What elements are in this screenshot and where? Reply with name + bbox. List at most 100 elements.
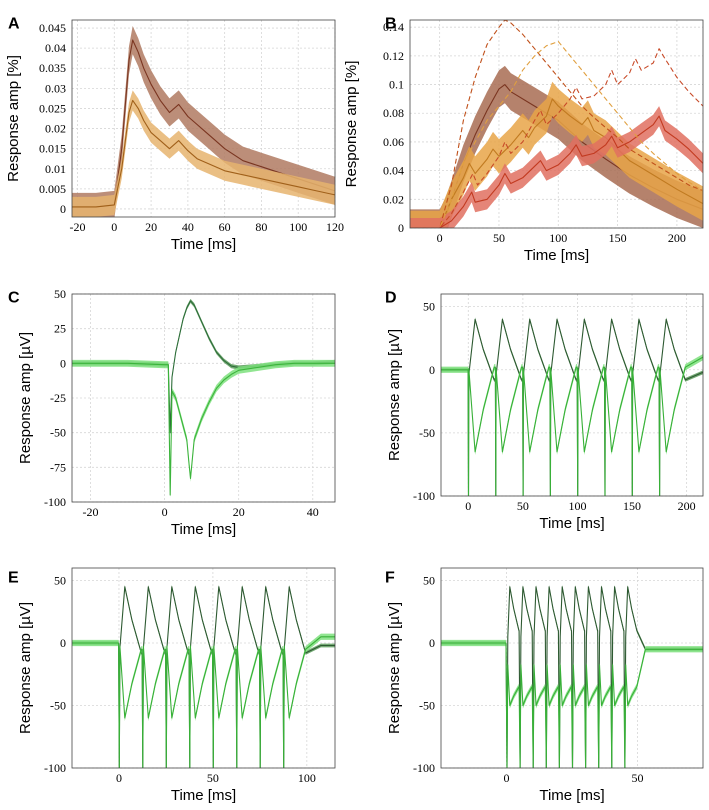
y-tick-label: 0 (429, 636, 435, 650)
plot-area (410, 20, 703, 228)
y-tick-label: 0 (398, 221, 404, 235)
series-line-dark-green (441, 586, 703, 768)
y-tick-label: 0.035 (39, 61, 66, 75)
series-band-dark-green (441, 584, 703, 768)
panel-label: D (385, 289, 397, 306)
y-tick-label: -100 (413, 489, 435, 503)
x-tick-label: 120 (326, 220, 344, 234)
y-tick-label: 0.1 (389, 78, 404, 92)
x-axis-label: Time [ms] (524, 247, 589, 264)
y-tick-label: 0 (60, 202, 66, 216)
x-tick-label: 50 (207, 771, 219, 785)
plot-frame (71, 19, 336, 218)
y-tick-label: 50 (423, 574, 435, 588)
y-axis-label: Response amp [µV] (17, 332, 34, 464)
x-tick-label: 20 (145, 220, 157, 234)
series-line-red-dashed (410, 48, 703, 228)
panel-A: A -20 0 20 40 60 80 100 120 0 0.005 0.01 0.015 0.02 0.… (5, 15, 344, 253)
y-tick-label: -100 (413, 761, 435, 775)
x-tick-label: 200 (678, 499, 696, 513)
series-line-brown-dashed (410, 20, 703, 228)
y-tick-label: 0.025 (39, 101, 66, 115)
series-line-light-green (72, 362, 335, 496)
y-tick-label: 0.02 (383, 192, 404, 206)
x-tick-label: 0 (437, 231, 443, 245)
x-tick-label: 0 (111, 220, 117, 234)
plot-frame (409, 19, 704, 229)
x-axis-label: Time [ms] (171, 521, 236, 538)
x-tick-label: 0 (116, 771, 122, 785)
y-tick-label: 50 (54, 287, 66, 301)
y-tick-label: -50 (50, 699, 66, 713)
y-tick-label: -50 (50, 426, 66, 440)
x-tick-label: 80 (255, 220, 267, 234)
panel-B: B 0 50 100 150 200 0 0.02 0.04 0.06 0.08 0.1 0.12 0.1… (343, 15, 704, 264)
y-tick-label: 0 (60, 356, 66, 370)
series-band-light-green (72, 633, 335, 768)
panel-label: C (8, 289, 20, 306)
x-tick-label: 0 (465, 499, 471, 513)
y-tick-label: 0.045 (39, 21, 66, 35)
y-tick-label: -50 (419, 699, 435, 713)
x-tick-label: 150 (609, 231, 627, 245)
y-tick-label: -25 (50, 391, 66, 405)
x-tick-label: 100 (568, 499, 586, 513)
series-line-red (410, 115, 703, 228)
x-axis-label: Time [ms] (171, 787, 236, 804)
x-tick-label: 60 (219, 220, 231, 234)
series-line-light-green (441, 642, 703, 768)
y-axis-label: Response amp [%] (343, 61, 360, 188)
x-tick-label: 40 (182, 220, 194, 234)
y-tick-label: 0.005 (39, 182, 66, 196)
y-tick-label: 0.04 (45, 41, 66, 55)
series-band-brown (410, 65, 703, 228)
plot-area (72, 584, 335, 768)
x-tick-label: 100 (298, 771, 316, 785)
plot-area (72, 298, 335, 499)
series-line-orange-dashed (410, 40, 703, 228)
series-line-light-green (72, 636, 335, 768)
x-tick-label: 100 (549, 231, 567, 245)
y-tick-label: -50 (419, 426, 435, 440)
y-tick-label: 0.12 (383, 49, 404, 63)
y-axis-label: Response amp [µV] (386, 602, 403, 734)
y-tick-label: 0.03 (45, 81, 66, 95)
panel-label: E (8, 569, 19, 586)
series-line-dark-green (441, 318, 703, 496)
x-tick-label: 50 (517, 499, 529, 513)
x-tick-label: 50 (493, 231, 505, 245)
plot-frame (71, 293, 336, 503)
y-axis-label: Response amp [%] (5, 55, 22, 182)
y-tick-label: 0.015 (39, 142, 66, 156)
panel-E: E 0 50 100 -100 -50 0 50 Time [ms] Response amp [… (8, 567, 336, 804)
x-tick-label: 50 (632, 771, 644, 785)
series-line-light-green (441, 356, 703, 496)
plot-area (72, 26, 335, 217)
x-axis-label: Time [ms] (539, 515, 604, 532)
x-tick-label: 100 (289, 220, 307, 234)
plot-frame (440, 293, 704, 497)
panel-label: B (385, 15, 397, 32)
y-tick-label: 0.04 (383, 164, 404, 178)
y-tick-label: 50 (423, 300, 435, 314)
panel-label: A (8, 15, 20, 32)
y-tick-label: 0 (60, 636, 66, 650)
plot-area (441, 584, 703, 768)
x-tick-label: 20 (233, 505, 245, 519)
y-tick-label: -100 (44, 495, 66, 509)
series-band-light-green (72, 359, 335, 499)
y-tick-label: 0.06 (383, 135, 404, 149)
plot-frame (440, 567, 704, 769)
panel-label: F (385, 569, 395, 586)
series-band-red (410, 106, 703, 228)
y-axis-label: Response amp [µV] (386, 329, 403, 461)
x-tick-label: 0 (504, 771, 510, 785)
series-band-light (72, 90, 335, 217)
panel-F: F 0 50 -100 -50 0 50 Time [ms] Response amp [µV] (385, 567, 704, 804)
x-tick-label: -20 (83, 505, 99, 519)
y-tick-label: -75 (50, 460, 66, 474)
y-tick-label: 50 (54, 574, 66, 588)
series-line-light (72, 99, 335, 208)
y-tick-label: -100 (44, 761, 66, 775)
series-line-dark (72, 39, 335, 208)
